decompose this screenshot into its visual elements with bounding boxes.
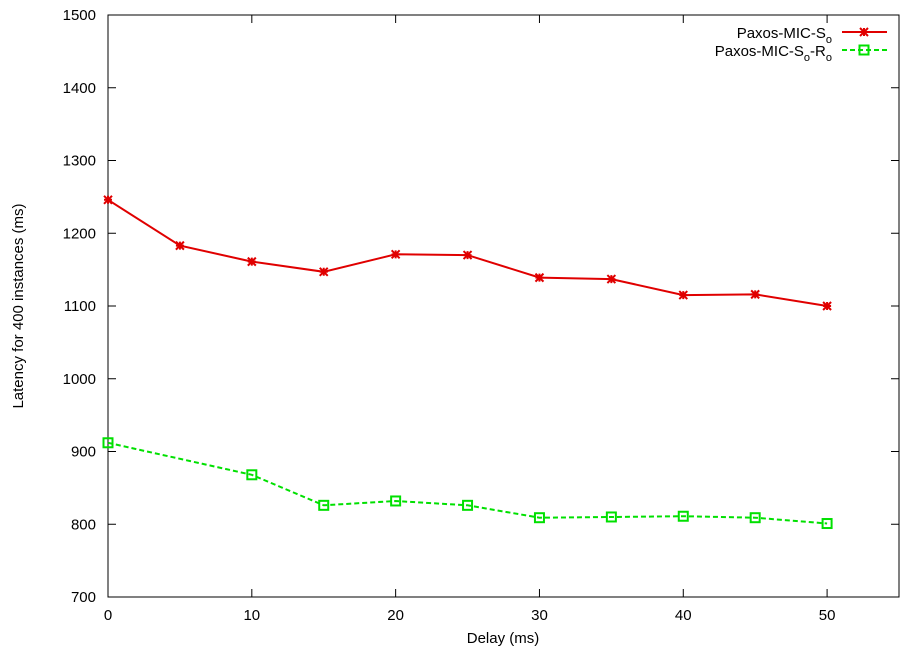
- series-2-line: [107, 441, 828, 525]
- series-layer: [102, 195, 833, 530]
- legend-marker-series-1-shape: [859, 27, 869, 37]
- series-1-point: [678, 290, 688, 300]
- series-2-point: [390, 495, 402, 507]
- x-tick-label: 20: [387, 607, 404, 624]
- x-tick-label: 0: [104, 607, 112, 624]
- legend-label-series-2: Paxos-MIC-So-Ro: [715, 43, 832, 64]
- x-tick-label: 30: [531, 607, 548, 624]
- legend-marker-series-2: [858, 44, 870, 56]
- y-tick-label: 1100: [64, 298, 96, 315]
- series-1-point-shape: [175, 240, 185, 251]
- series-1-point: [390, 249, 401, 260]
- series-2-point: [749, 512, 761, 524]
- series-1-point-shape: [247, 256, 257, 267]
- legend-label-series-1: Paxos-MIC-So: [737, 25, 832, 46]
- series-1-point: [319, 267, 329, 277]
- legend-marker-series-1: [859, 27, 869, 37]
- series-1-point-shape: [103, 195, 113, 205]
- series-1-point-shape: [462, 250, 473, 260]
- x-axis-title: Delay (ms): [467, 630, 540, 647]
- x-tick-label: 50: [819, 607, 836, 624]
- legend: Paxos-MIC-So Paxos-MIC-So-Ro: [715, 25, 887, 64]
- series-1-point-shape: [390, 249, 401, 260]
- y-tick-label: 1500: [63, 7, 96, 24]
- legend-sample-series-2: [842, 44, 887, 56]
- series-1-point-shape: [750, 289, 760, 300]
- x-axis: 0 10 20 30 40 50: [104, 15, 836, 624]
- series-1-point-shape: [534, 272, 545, 283]
- series-1: [103, 195, 832, 311]
- y-tick-label: 1200: [63, 225, 96, 242]
- series-2-point: [102, 437, 114, 449]
- y-tick-label: 1000: [63, 371, 96, 388]
- series-1-point: [750, 289, 760, 300]
- y-tick-label: 800: [71, 516, 96, 533]
- series-1-point-shape: [678, 290, 688, 300]
- series-2: [102, 437, 833, 530]
- series-1-point: [103, 195, 113, 205]
- series-2-point: [462, 499, 474, 511]
- y-tick-label: 1300: [63, 153, 96, 170]
- y-axis: 700 800 900 1000 1100 1200 1300 1400 1500: [63, 7, 899, 606]
- series-1-point: [606, 274, 617, 284]
- series-1-point: [247, 256, 257, 267]
- series-1-point: [462, 250, 473, 260]
- series-1-point-shape: [822, 301, 832, 311]
- series-2-point: [821, 518, 833, 530]
- series-2-point: [533, 512, 545, 524]
- series-2-point: [677, 510, 689, 522]
- series-1-point-shape: [606, 274, 617, 284]
- series-1-point: [822, 301, 832, 311]
- x-tick-label: 40: [675, 607, 692, 624]
- y-tick-label: 1400: [63, 80, 96, 97]
- x-tick-label: 10: [243, 607, 260, 624]
- series-2-point: [318, 499, 330, 511]
- series-1-point-shape: [319, 267, 329, 277]
- series-2-point: [605, 511, 617, 523]
- y-axis-title: Latency for 400 instances (ms): [10, 203, 27, 408]
- series-2-point: [246, 469, 258, 481]
- legend-sample-series-1: [842, 27, 887, 37]
- series-1-point: [534, 272, 545, 283]
- series-1-point: [175, 240, 185, 251]
- y-tick-label: 900: [71, 444, 96, 461]
- plot-frame: [107, 14, 900, 598]
- y-tick-label: 700: [71, 589, 96, 606]
